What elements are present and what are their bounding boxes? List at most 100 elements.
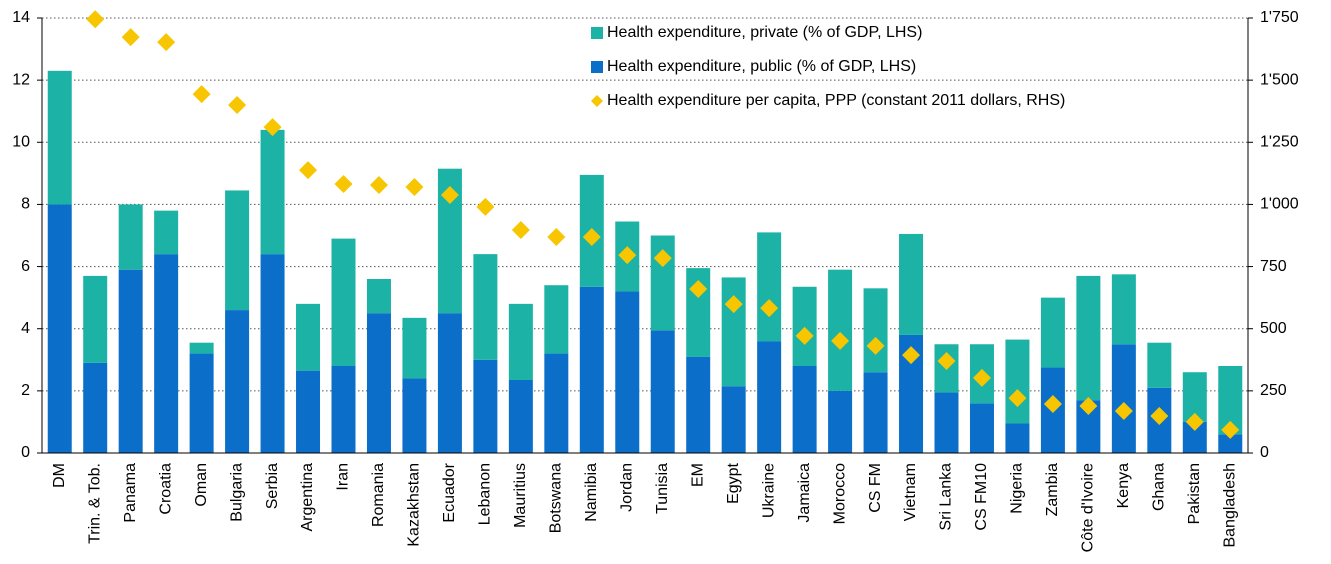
diamond-marker	[1008, 389, 1027, 408]
diamond-marker	[1150, 406, 1169, 425]
diamond-marker	[121, 28, 140, 47]
diamond-marker	[440, 185, 459, 204]
diamond-marker	[653, 249, 672, 268]
diamond-marker	[405, 178, 424, 197]
x-tick-label: Namibia	[583, 463, 600, 522]
legend-swatch	[591, 95, 603, 107]
bar-segment	[296, 370, 321, 453]
x-tick-label: EM	[689, 463, 706, 487]
y-tick-label: 10	[12, 134, 30, 151]
y2-tick-label: 1'750	[1260, 9, 1299, 26]
diamond-marker	[369, 176, 388, 195]
diamond-marker	[937, 352, 956, 371]
bar-segment	[225, 190, 250, 311]
bar-segment	[615, 291, 640, 453]
x-tick-label: Ecuador	[441, 462, 458, 522]
diamond-marker	[618, 246, 637, 265]
diamond-marker	[1079, 397, 1098, 416]
y-tick-label: 14	[12, 9, 30, 26]
bar-segment	[260, 129, 285, 255]
bar-segment	[402, 317, 427, 379]
bar-segment	[154, 254, 179, 453]
x-tick-label: CS FM	[867, 463, 884, 513]
y-tick-label: 6	[21, 258, 30, 275]
bar-segment	[331, 238, 356, 366]
bar-segment	[47, 204, 72, 453]
legend-label: Health expenditure, private (% of GDP, L…	[607, 24, 922, 41]
bar-segment	[1218, 434, 1243, 453]
bar-segment	[686, 356, 711, 453]
y2-tick-label: 750	[1260, 258, 1287, 275]
bar-segment	[792, 366, 817, 453]
x-tick-label: Argentina	[299, 463, 316, 532]
bar-segment	[1111, 274, 1136, 345]
x-tick-label: Bulgaria	[228, 463, 245, 522]
x-tick-label: Côte d'Ivoire	[1080, 463, 1097, 552]
bar-segment	[544, 353, 569, 453]
x-tick-label: Ukraine	[760, 463, 777, 518]
bar-segment	[225, 310, 250, 453]
y2-tick-label: 1'000	[1260, 196, 1299, 213]
bar-segment	[331, 366, 356, 453]
y-tick-label: 0	[21, 444, 30, 461]
y2-tick-label: 1'500	[1260, 71, 1299, 88]
x-tick-label: Panama	[122, 463, 139, 523]
diamond-marker	[334, 175, 353, 194]
bar-segment	[544, 285, 569, 354]
x-tick-label: CS FM10	[973, 463, 990, 531]
bar-segment	[83, 362, 108, 453]
legend-label: Health expenditure, public (% of GDP, LH…	[607, 58, 916, 75]
y2-tick-label: 0	[1260, 444, 1269, 461]
y-tick-label: 12	[12, 71, 30, 88]
legend-swatch	[591, 61, 603, 73]
x-tick-label: Croatia	[157, 463, 174, 515]
x-tick-label: DM	[51, 463, 68, 488]
diamond-marker	[547, 227, 566, 246]
diamond-marker	[972, 368, 991, 387]
bar-segment	[473, 359, 498, 453]
bar-segment	[47, 70, 72, 205]
x-tick-label: Romania	[370, 463, 387, 527]
x-tick-label: Nigeria	[1009, 463, 1026, 514]
bar-segment	[650, 330, 675, 453]
x-tick-label: Iran	[335, 463, 352, 491]
bar-segment	[1005, 423, 1030, 453]
bar-segment	[83, 275, 108, 363]
diamond-marker	[831, 331, 850, 350]
bar-segment	[189, 342, 214, 354]
bar-segment	[260, 254, 285, 453]
bar-segment	[863, 372, 888, 453]
diamond-marker	[902, 346, 921, 365]
diamond-marker	[511, 221, 530, 240]
x-tick-label: Morocco	[831, 463, 848, 524]
x-tick-label: Egypt	[725, 462, 742, 503]
y-tick-label: 2	[21, 382, 30, 399]
legend-label: Health expenditure per capita, PPP (cons…	[607, 92, 1065, 109]
bar-segment	[1111, 344, 1136, 453]
diamond-marker	[1114, 401, 1133, 420]
y2-tick-label: 500	[1260, 320, 1287, 337]
diamond-marker	[476, 197, 495, 216]
x-tick-label: Bangladesh	[1221, 463, 1238, 548]
y-tick-label: 4	[21, 320, 30, 337]
x-tick-label: Kenya	[1115, 463, 1132, 508]
bar-segment	[863, 288, 888, 373]
x-tick-label: Serbia	[264, 463, 281, 509]
bar-segment	[1147, 342, 1172, 388]
diamond-marker	[582, 227, 601, 246]
y2-tick-label: 1'250	[1260, 134, 1299, 151]
x-tick-label: Zambia	[1044, 463, 1061, 516]
bar-segment	[579, 286, 604, 453]
bar-segment	[828, 390, 853, 453]
diamond-marker	[86, 10, 105, 29]
bar-segment	[402, 378, 427, 453]
diamond-marker	[1185, 412, 1204, 431]
x-tick-label: Jordan	[618, 463, 635, 512]
bar-segment	[969, 403, 994, 453]
bar-segment	[1040, 297, 1065, 368]
diamond-marker	[157, 33, 176, 52]
bar-segment	[366, 279, 391, 314]
x-tick-label: Pakistan	[1186, 463, 1203, 524]
bar-segment	[118, 269, 143, 453]
